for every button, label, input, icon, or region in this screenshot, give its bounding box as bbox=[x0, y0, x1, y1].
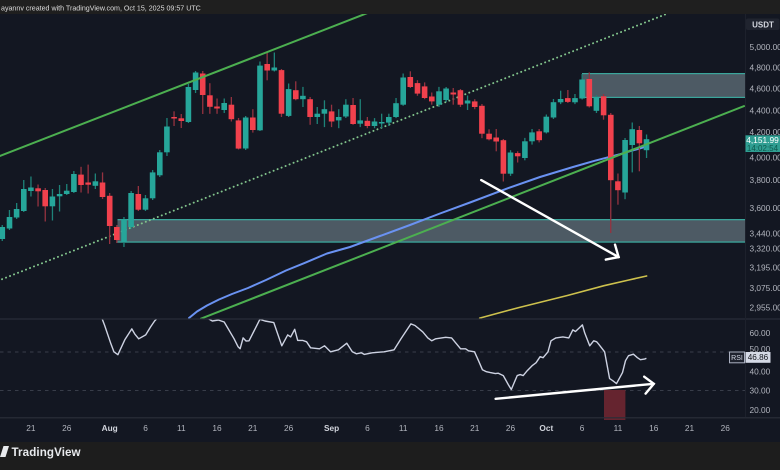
svg-text:26: 26 bbox=[284, 423, 294, 433]
svg-text:14:02:54: 14:02:54 bbox=[747, 144, 779, 153]
svg-text:3,440.00: 3,440.00 bbox=[750, 229, 780, 239]
svg-text:Sep: Sep bbox=[324, 423, 339, 433]
svg-text:21: 21 bbox=[248, 423, 258, 433]
svg-text:26: 26 bbox=[62, 423, 72, 433]
svg-text:16: 16 bbox=[212, 423, 222, 433]
svg-text:TradingView: TradingView bbox=[12, 446, 82, 459]
svg-text:50.00: 50.00 bbox=[750, 344, 771, 354]
svg-text:4,200.00: 4,200.00 bbox=[750, 127, 780, 137]
svg-text:6: 6 bbox=[143, 423, 148, 433]
svg-text:RSI: RSI bbox=[731, 355, 743, 362]
svg-text:26: 26 bbox=[506, 423, 516, 433]
svg-text:Oct: Oct bbox=[539, 423, 553, 433]
svg-text:3,800.00: 3,800.00 bbox=[750, 175, 780, 185]
svg-text:30.00: 30.00 bbox=[750, 386, 771, 396]
svg-text:26: 26 bbox=[721, 423, 731, 433]
svg-text:4,600.00: 4,600.00 bbox=[750, 83, 780, 93]
svg-text:3,320.00: 3,320.00 bbox=[750, 244, 780, 254]
svg-text:3,075.00: 3,075.00 bbox=[750, 283, 780, 293]
svg-text:11: 11 bbox=[177, 423, 186, 433]
svg-text:11: 11 bbox=[399, 423, 408, 433]
svg-text:40.00: 40.00 bbox=[750, 366, 771, 376]
svg-text:3,600.00: 3,600.00 bbox=[750, 203, 780, 213]
svg-text:5,000.00: 5,000.00 bbox=[750, 42, 780, 52]
svg-text:Aug: Aug bbox=[102, 423, 118, 433]
svg-text:16: 16 bbox=[649, 423, 659, 433]
svg-text:4,400.00: 4,400.00 bbox=[750, 106, 780, 116]
svg-text:21: 21 bbox=[685, 423, 695, 433]
svg-text:21: 21 bbox=[470, 423, 480, 433]
svg-text:60.00: 60.00 bbox=[750, 328, 771, 338]
svg-text:6: 6 bbox=[580, 423, 585, 433]
svg-text:USDT: USDT bbox=[752, 20, 774, 29]
svg-text:11: 11 bbox=[614, 423, 623, 433]
svg-text:ayannv created with TradingVie: ayannv created with TradingView.com, Oct… bbox=[1, 5, 201, 13]
svg-text:16: 16 bbox=[434, 423, 444, 433]
svg-text:20.00: 20.00 bbox=[750, 405, 771, 415]
svg-text:4,000.00: 4,000.00 bbox=[750, 153, 780, 163]
svg-text:4,800.00: 4,800.00 bbox=[750, 63, 780, 73]
svg-text:2,955.00: 2,955.00 bbox=[750, 303, 780, 313]
svg-text:46.86: 46.86 bbox=[748, 353, 769, 362]
svg-text:4,151.99: 4,151.99 bbox=[746, 135, 779, 145]
svg-text:21: 21 bbox=[26, 423, 36, 433]
svg-text:6: 6 bbox=[365, 423, 370, 433]
svg-text:3,195.00: 3,195.00 bbox=[750, 263, 780, 273]
